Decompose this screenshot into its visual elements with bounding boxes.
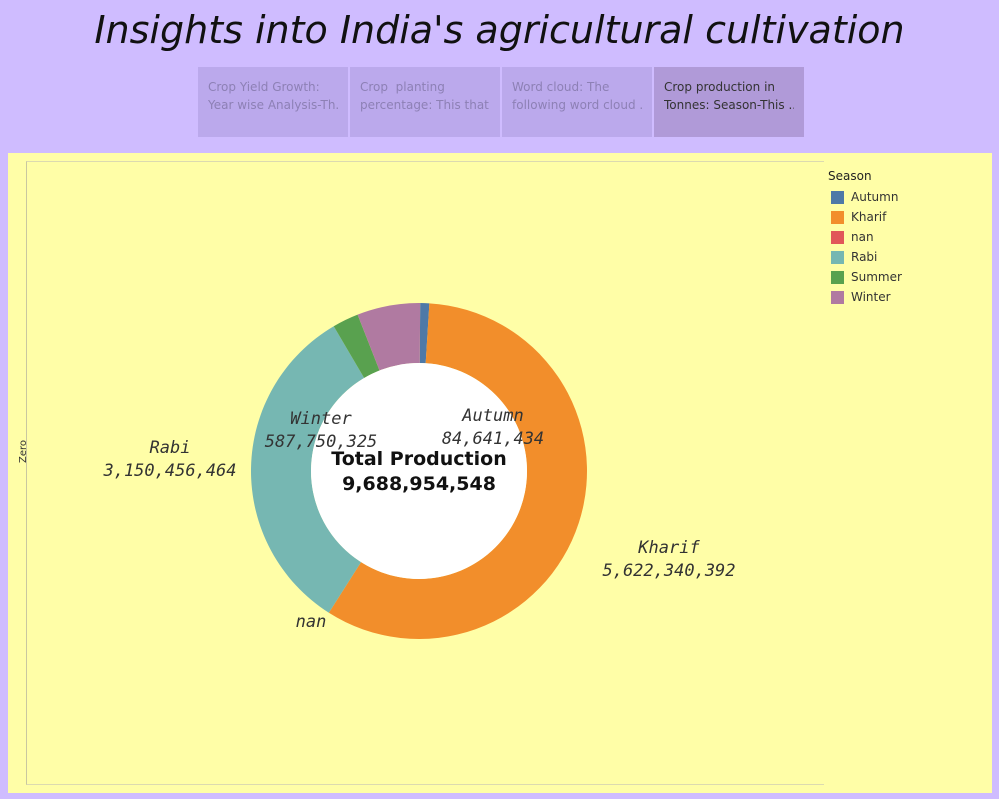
slice-label-rabi: Rabi: [150, 438, 191, 458]
legend-swatch: [831, 230, 844, 244]
tab-label-line2: Tonnes: Season-This ..: [664, 98, 794, 112]
legend-label: Summer: [851, 270, 902, 284]
tab-label-line2: percentage: This that ..: [360, 98, 490, 112]
legend-item-summer[interactable]: Summer: [828, 267, 902, 287]
legend-item-kharif[interactable]: Kharif: [828, 207, 902, 227]
legend-swatch: [831, 250, 844, 264]
tab-word-cloud[interactable]: Word cloud: The following word cloud ..: [502, 67, 652, 137]
slice-value-rabi: 3,150,456,464: [102, 461, 236, 481]
slice-value-kharif: 5,622,340,392: [602, 561, 735, 581]
donut-center: [311, 363, 527, 579]
tab-label-line1: Crop planting: [360, 80, 445, 94]
tab-crop-production-season[interactable]: Crop production in Tonnes: Season-This .…: [654, 67, 804, 137]
slice-winter[interactable]: [357, 303, 421, 371]
legend-item-rabi[interactable]: Rabi: [828, 247, 902, 267]
legend-label: Rabi: [851, 250, 878, 264]
legend-swatch: [831, 290, 844, 304]
slice-summer[interactable]: [333, 314, 380, 378]
season-legend: Season Autumn Kharif nan Rabi Summer Win…: [828, 169, 902, 307]
donut-chart: Total Production 9,688,954,548 Autumn 84,64…: [102, 303, 736, 639]
slice-value-winter: 587,750,325: [265, 432, 378, 452]
legend-swatch: [831, 210, 844, 224]
plot-area: [26, 161, 824, 785]
legend-item-winter[interactable]: Winter: [828, 287, 902, 307]
legend-title: Season: [828, 169, 872, 183]
tab-crop-planting-percentage[interactable]: Crop planting percentage: This that ..: [350, 67, 500, 137]
slice-autumn[interactable]: [419, 303, 430, 364]
legend-label: Autumn: [851, 190, 899, 204]
legend-swatch: [831, 270, 844, 284]
center-label: Total Production: [331, 448, 506, 470]
slice-label-winter: Winter: [290, 409, 352, 429]
tab-label-line2: following word cloud ..: [512, 98, 642, 112]
slice-label-autumn: Autumn: [461, 406, 523, 426]
slice-rabi[interactable]: [250, 326, 365, 613]
legend-swatch: [831, 190, 844, 204]
tab-label-line1: Crop production in: [664, 80, 776, 94]
slice-value-autumn: 84,641,434: [442, 429, 544, 449]
dashboard-title: Insights into India's agricultural culti…: [94, 8, 905, 52]
legend-label: nan: [851, 230, 874, 244]
legend-label: Kharif: [851, 210, 887, 224]
legend-label: Winter: [851, 290, 891, 304]
slice-label-kharif: Kharif: [637, 538, 700, 558]
tab-label-line2: Year wise Analysis-Th..: [208, 98, 338, 112]
tab-crop-yield-growth[interactable]: Crop Yield Growth: Year wise Analysis-Th…: [198, 67, 348, 137]
tab-label-line1: Crop Yield Growth:: [208, 80, 320, 94]
slice-label-nan: nan: [296, 612, 327, 632]
legend-item-nan[interactable]: nan: [828, 227, 902, 247]
center-value: 9,688,954,548: [342, 473, 496, 495]
tab-label-line1: Word cloud: The: [512, 80, 610, 94]
legend-item-autumn[interactable]: Autumn: [828, 187, 902, 207]
slice-kharif[interactable]: [328, 303, 587, 639]
chart-panel: Zero Total Production 9,688,954,548 Autumn…: [8, 153, 992, 793]
